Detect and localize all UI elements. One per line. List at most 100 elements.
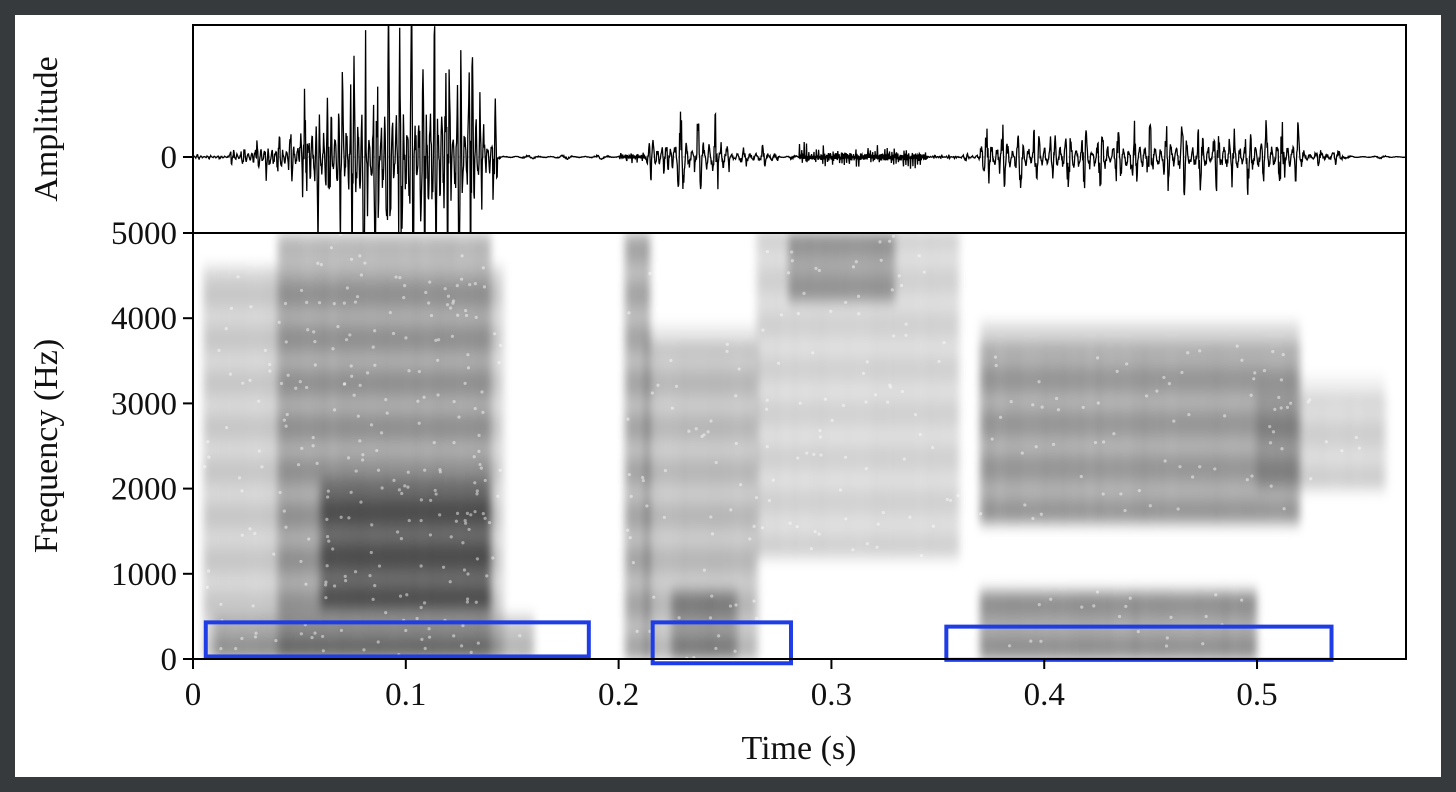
speckle [1119, 492, 1123, 496]
speckle [282, 509, 286, 513]
speckle [1204, 614, 1208, 619]
formant-band [756, 313, 960, 338]
striation [332, 233, 337, 659]
speckle [404, 336, 408, 340]
speckle [327, 539, 331, 543]
speckle [402, 296, 406, 300]
speckle [371, 597, 375, 601]
speckle [311, 444, 315, 448]
striation [422, 233, 427, 659]
speckle [670, 406, 674, 410]
speckle [900, 389, 905, 394]
speckle [299, 288, 304, 293]
speckle [353, 570, 358, 574]
speckle [752, 524, 756, 528]
speckle [889, 385, 893, 389]
formant-band [646, 326, 757, 351]
speckle [358, 254, 362, 258]
speckle [913, 413, 918, 417]
speckle [464, 521, 468, 525]
striation [810, 233, 815, 557]
striation [792, 233, 797, 557]
speckle [729, 508, 733, 512]
striation [727, 343, 732, 659]
speckle [1268, 424, 1272, 429]
speckle [451, 299, 456, 303]
speckle [888, 383, 892, 387]
speckle [818, 435, 822, 439]
speckle [761, 328, 765, 332]
speckle [284, 424, 288, 428]
speckle [306, 328, 310, 332]
speckle [475, 492, 479, 496]
speckle [937, 359, 941, 364]
speckle [760, 526, 765, 530]
speckle [331, 347, 335, 351]
speckle [422, 601, 427, 605]
speckle [419, 518, 423, 523]
speckle [363, 261, 367, 265]
striation [413, 233, 418, 659]
waveform-y-ticks: 0 [161, 140, 193, 176]
speckle [268, 369, 272, 373]
speckle [1051, 442, 1056, 446]
speckle [990, 437, 994, 441]
speckle [1223, 414, 1227, 418]
waveform-y-tick-label: 0 [161, 140, 178, 176]
striation [682, 343, 687, 659]
speckle [1277, 395, 1281, 400]
speckle [491, 556, 495, 560]
speckle [315, 461, 319, 465]
speckle [1167, 382, 1172, 386]
speckle [1201, 642, 1205, 646]
formant-band [624, 636, 651, 659]
speckle [1112, 432, 1116, 436]
speckle [737, 367, 741, 371]
formant-band [624, 282, 651, 307]
formant-band [1257, 466, 1385, 491]
striation [485, 233, 490, 659]
speckle [851, 548, 855, 552]
speckle [1137, 489, 1141, 493]
speckle [240, 636, 244, 641]
speckle [1279, 406, 1283, 410]
speckle [456, 313, 460, 317]
formant-band [320, 497, 491, 522]
speckle [663, 469, 668, 473]
formant-band [320, 585, 491, 610]
speckle [733, 649, 737, 653]
speckle [734, 603, 738, 607]
speckle [228, 372, 233, 376]
speckle [278, 490, 282, 495]
speckle [395, 530, 400, 534]
speckle [631, 561, 635, 565]
speckle [674, 384, 679, 388]
striation [449, 233, 454, 659]
speckle [902, 457, 906, 461]
speckle [317, 301, 322, 305]
speckle [463, 519, 467, 523]
spectrogram-texture [203, 233, 1361, 659]
speckle [254, 631, 258, 635]
striation [500, 267, 505, 659]
speckle [790, 250, 794, 254]
striation [873, 233, 878, 557]
speckle [474, 600, 478, 604]
striation [458, 233, 463, 659]
striation [725, 590, 730, 659]
speckle [332, 408, 337, 412]
speckle [886, 400, 890, 404]
speckle [1020, 451, 1024, 455]
speckle [331, 547, 335, 551]
speckle [348, 333, 352, 337]
speckle [1031, 516, 1035, 521]
speckle [299, 632, 303, 636]
speckle [279, 381, 284, 386]
striation [936, 233, 941, 557]
striation [828, 233, 833, 557]
speckle [710, 532, 715, 536]
striation [824, 233, 829, 302]
speckle [298, 380, 302, 384]
speckle [1250, 474, 1254, 478]
speckle [370, 523, 374, 527]
